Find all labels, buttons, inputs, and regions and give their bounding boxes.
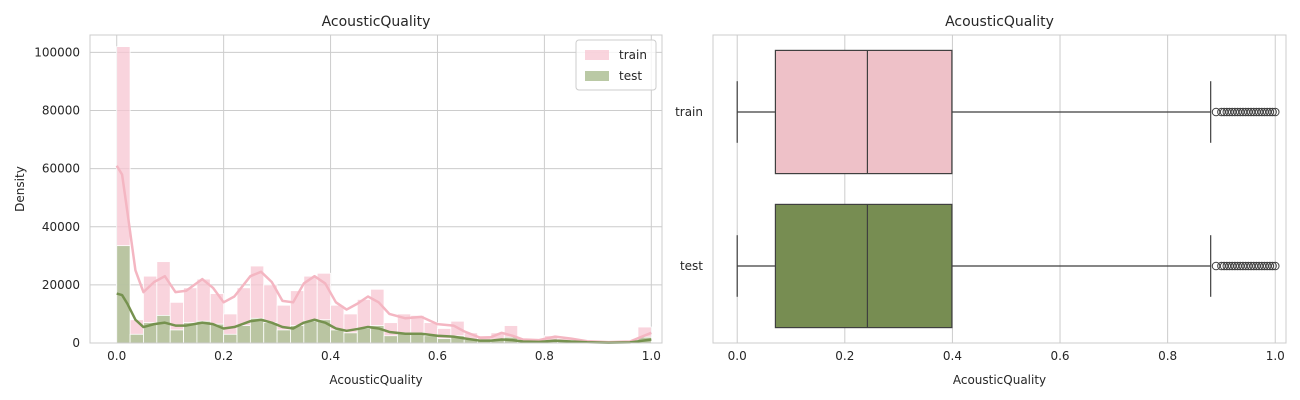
histogram-x-tick-label: 0.4	[321, 349, 340, 363]
test-bar	[276, 329, 291, 344]
histogram-x-tick-label: 0.2	[214, 349, 233, 363]
test-bar	[343, 332, 358, 344]
test-box	[774, 203, 953, 329]
test-bar	[423, 335, 438, 344]
boxplot-x-label: AcousticQuality	[953, 373, 1046, 387]
test-bar	[129, 333, 144, 344]
histogram-x-tick-label: 0.0	[107, 349, 126, 363]
boxplot-x-ticks: 0.0 0.2 0.4 0.6 0.8 1.0	[728, 349, 1285, 363]
legend-swatch-train	[585, 50, 609, 60]
histogram-frame	[89, 34, 663, 344]
train-kde-line	[115, 165, 652, 344]
train-outlier	[1270, 107, 1280, 117]
boxplot-x-tick-label: 1.0	[1266, 349, 1285, 363]
legend-swatch-test	[585, 71, 609, 81]
test-bar	[236, 325, 251, 344]
legend-label-test: test	[619, 69, 642, 83]
boxplot-y-tick-label: test	[680, 259, 703, 273]
histogram-y-tick-label: 100000	[34, 45, 80, 59]
boxplot-boxes	[736, 49, 1280, 329]
test-bar	[330, 329, 345, 344]
test-bar	[169, 329, 184, 344]
test-bar	[156, 314, 171, 344]
train-box	[774, 49, 953, 175]
test-outlier	[1270, 261, 1280, 271]
histogram-x-tick-label: 0.6	[428, 349, 447, 363]
train-outlier	[1268, 107, 1277, 117]
boxplot-x-tick-label: 0.2	[835, 349, 854, 363]
legend: train test	[575, 39, 657, 91]
legend-label-train: train	[619, 48, 647, 62]
histogram-y-tick-label: 60000	[42, 162, 80, 176]
boxplot-x-tick-label: 0.6	[1050, 349, 1069, 363]
boxplot-title: AcousticQuality	[945, 14, 1054, 30]
histogram-title: AcousticQuality	[322, 14, 431, 30]
boxplot-y-ticks: train test	[675, 105, 703, 273]
boxplot-frame	[712, 34, 1287, 344]
histogram-x-tick-label: 1.0	[642, 349, 661, 363]
histogram-y-tick-label: 0	[72, 336, 80, 350]
test-bar	[303, 320, 318, 344]
train-outlier	[1265, 107, 1275, 117]
histogram-y-tick-label: 40000	[42, 220, 80, 234]
histogram-y-ticks: 0 20000 40000 60000 80000 100000	[34, 45, 80, 350]
histogram-y-tick-label: 80000	[42, 104, 80, 118]
test-outlier	[1268, 261, 1277, 271]
test-bar	[437, 338, 452, 344]
histogram-x-ticks: 0.0 0.2 0.4 0.6 0.8 1.0	[107, 349, 661, 363]
histogram-y-tick-label: 20000	[42, 278, 80, 292]
test-bar	[263, 322, 278, 344]
histogram-x-tick-label: 0.8	[535, 349, 554, 363]
test-kde-line	[116, 292, 652, 344]
histogram-x-label: AcousticQuality	[329, 373, 422, 387]
boxplot-y-tick-label: train	[675, 105, 703, 119]
boxplot-x-tick-label: 0.8	[1158, 349, 1177, 363]
test-outlier	[1265, 261, 1275, 271]
boxplot-panel: 0.0 0.2 0.4 0.6 0.8 1.0 train test AcousticQua…	[675, 14, 1287, 387]
test-bar	[356, 328, 372, 344]
boxplot-x-tick-label: 0.0	[728, 349, 747, 363]
boxplot-x-tick-label: 0.4	[943, 349, 962, 363]
test-bar	[223, 333, 238, 344]
histogram-y-label: Density	[13, 166, 27, 212]
test-bar	[383, 335, 398, 344]
kde-lines	[115, 165, 652, 344]
histogram-panel: 0.0 0.2 0.4 0.6 0.8 1.0 0 20000 40000 60000 80000…	[13, 14, 663, 387]
